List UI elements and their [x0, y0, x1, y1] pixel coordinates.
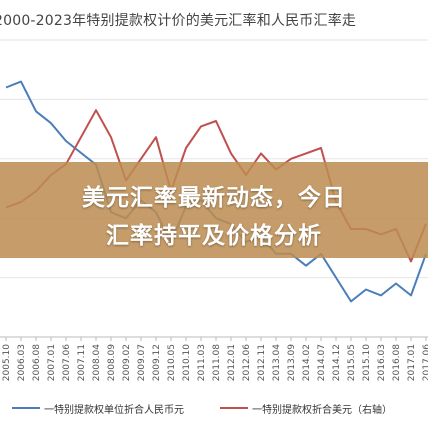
legend-swatch-cny [12, 407, 40, 409]
x-tick-label: 2017.06 [422, 344, 428, 381]
x-tick-label: 2016.08 [392, 344, 402, 381]
x-tick-label: 2017.01 [407, 344, 417, 381]
x-tick-label: 2014.02 [302, 344, 312, 381]
x-tick-label: 2009.02 [122, 344, 132, 381]
legend-label-cny: 一特别提款权单位折合人民币元 [44, 405, 184, 416]
x-tick-label: 2007.06 [62, 344, 72, 381]
x-tick-label: 2016.03 [377, 344, 387, 381]
x-tick-label: 2013.09 [287, 344, 297, 381]
headline-banner [0, 162, 428, 258]
x-tick-label: 2012.11 [257, 344, 267, 381]
x-tick-label: 2012.06 [242, 344, 252, 381]
x-tick-label: 2008.09 [107, 344, 117, 381]
x-tick-label: 2015.05 [347, 344, 357, 381]
x-tick-label: 2006.03 [17, 344, 27, 381]
chart-legend: 一特别提款权单位折合人民币元 一特别提款权折合美元（右轴） [0, 398, 428, 418]
x-tick-label: 2015.10 [362, 344, 372, 381]
x-tick-label: 2011.03 [197, 344, 207, 381]
x-tick-label: 2014.12 [332, 344, 342, 381]
headline-line-2: 汇率持平及价格分析 [106, 223, 322, 249]
x-tick-label: 2007.11 [77, 344, 87, 381]
x-tick-label: 2009.07 [137, 344, 147, 381]
chart-title: 2000-2023年特别提款权计价的美元汇率和人民币汇率走 [0, 13, 357, 29]
headline-line-1: 美元汇率最新动态，今日 [82, 185, 346, 211]
x-tick-label: 2008.04 [92, 344, 102, 381]
legend-label-usd: 一特别提款权折合美元（右轴） [252, 405, 392, 416]
x-tick-label: 2011.08 [212, 344, 222, 381]
x-tick-label: 2007.01 [47, 344, 57, 381]
x-tick-label: 2009.12 [152, 344, 162, 381]
x-tick-label: 2013.04 [272, 344, 282, 381]
x-tick-label: 2014.07 [317, 344, 327, 381]
x-tick-label: 2010.10 [182, 344, 192, 381]
legend-swatch-usd [220, 407, 248, 409]
x-tick-label: 2005.10 [2, 344, 12, 381]
x-tick-label: 2010.05 [167, 344, 177, 381]
x-tick-label: 2012.01 [227, 344, 237, 381]
x-tick-label: 2006.08 [32, 344, 42, 381]
x-axis-ticks: 2005.10 2006.03 2006.08 2007.01 2007.06 2007.… [2, 337, 428, 381]
